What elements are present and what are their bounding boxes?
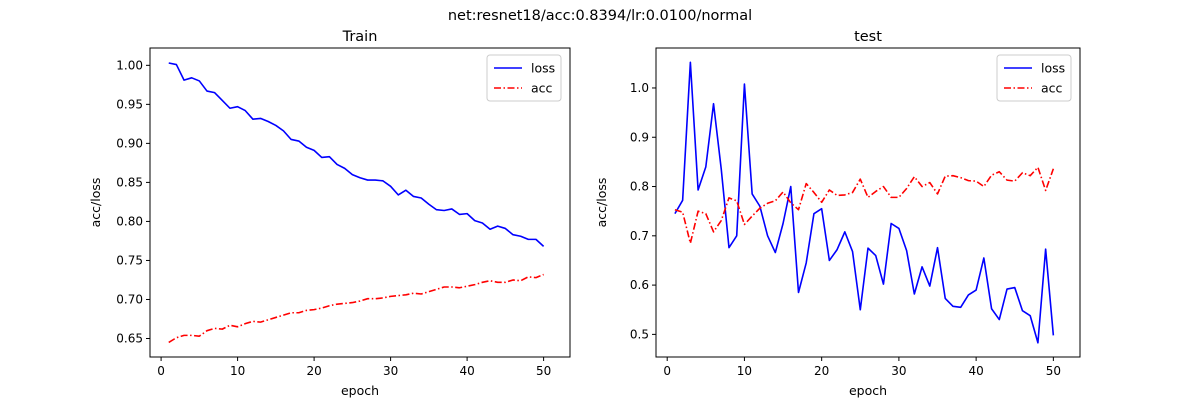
test-x-tick-label: 30 bbox=[891, 364, 906, 378]
test-y-tick-label: 0.9 bbox=[630, 130, 649, 144]
train-axes-frame bbox=[149, 47, 571, 358]
test-legend: loss acc bbox=[996, 54, 1072, 102]
train-y-tick-label: 0.85 bbox=[116, 175, 143, 189]
train-y-tick-label: 1.00 bbox=[116, 58, 143, 72]
train-y-tick-label: 0.70 bbox=[116, 292, 143, 306]
test-legend-acc-label: acc bbox=[1041, 81, 1063, 96]
test-title: test bbox=[854, 29, 882, 45]
test-series-acc-line bbox=[674, 166, 1055, 245]
test-series-loss-line bbox=[674, 61, 1055, 344]
test-x-tick-label: 20 bbox=[814, 364, 829, 378]
train-x-tick-label: 10 bbox=[230, 364, 245, 378]
train-y-tick-label: 0.90 bbox=[116, 136, 143, 150]
train-legend-loss-label: loss bbox=[531, 61, 555, 76]
test-x-axis-label: epoch bbox=[849, 383, 887, 398]
train-series-loss-line bbox=[168, 62, 545, 247]
train-x-tick-label: 50 bbox=[536, 364, 551, 378]
train-legend-box bbox=[486, 54, 562, 102]
train-title: Train bbox=[342, 29, 378, 45]
test-y-tick-label: 0.6 bbox=[630, 278, 649, 292]
train-y-tick-label: 0.80 bbox=[116, 214, 143, 228]
test-x-tick-label: 0 bbox=[663, 364, 671, 378]
train-x-tick-label: 0 bbox=[157, 364, 165, 378]
train-series-acc-line bbox=[168, 273, 544, 344]
test-legend-loss-label: loss bbox=[1041, 61, 1065, 76]
train-legend-acc-label: acc bbox=[531, 81, 553, 96]
train-x-tick-label: 40 bbox=[459, 364, 474, 378]
test-x-tick-label: 40 bbox=[968, 364, 983, 378]
test-y-tick-label: 1.0 bbox=[630, 81, 649, 95]
test-y-tick-label: 0.5 bbox=[630, 327, 649, 341]
test-axes-frame bbox=[655, 47, 1081, 358]
train-legend: loss acc bbox=[486, 54, 562, 102]
train-x-axis-label: epoch bbox=[341, 383, 379, 398]
train-x-tick-label: 30 bbox=[383, 364, 398, 378]
test-y-axis-label: acc/loss bbox=[594, 178, 609, 228]
train-y-tick-label: 0.95 bbox=[116, 97, 143, 111]
test-subplot: 0 10 20 30 40 50 0.5 0.6 0.7 0.8 0.9 1.0 test epoch ac… bbox=[594, 29, 1081, 398]
train-x-tick-label: 20 bbox=[306, 364, 321, 378]
train-y-tick-label: 0.65 bbox=[116, 332, 143, 346]
train-y-axis-label: acc/loss bbox=[88, 178, 103, 228]
test-x-tick-label: 10 bbox=[737, 364, 752, 378]
test-y-tick-label: 0.8 bbox=[630, 180, 649, 194]
figure-suptitle: net:resnet18/acc:0.8394/lr:0.0100/normal bbox=[448, 8, 752, 24]
test-y-tick-label: 0.7 bbox=[630, 229, 649, 243]
train-subplot: 0 10 20 30 40 50 0.65 0.70 0.75 0.80 0.85 0.90 0.95 1… bbox=[88, 29, 571, 398]
test-x-tick-label: 50 bbox=[1046, 364, 1061, 378]
test-legend-box bbox=[996, 54, 1072, 102]
train-y-tick-label: 0.75 bbox=[116, 253, 143, 267]
